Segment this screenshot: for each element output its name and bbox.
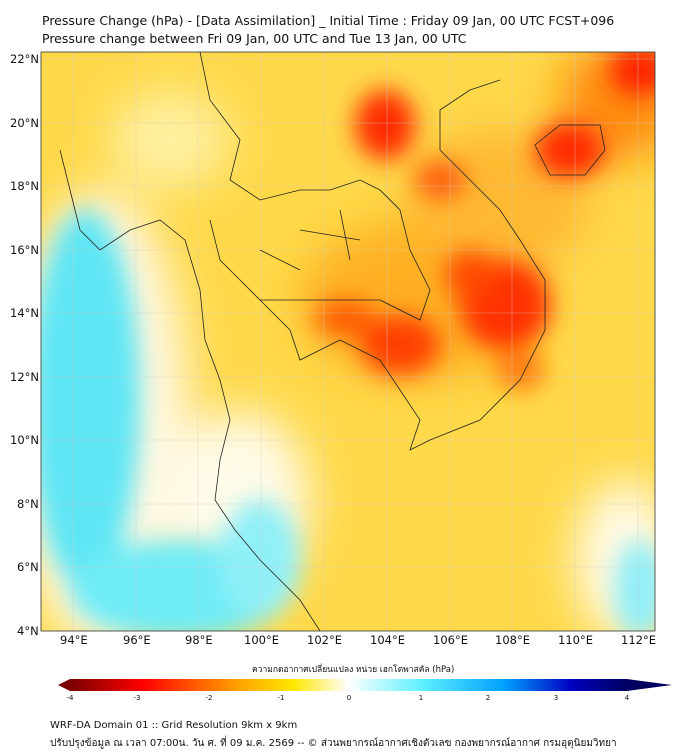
map-frame	[40, 51, 656, 632]
map-title: Pressure Change (hPa) - [Data Assimilati…	[42, 13, 615, 28]
lat-label: 8°N	[17, 497, 39, 511]
colorbar-tick: 2	[485, 694, 491, 702]
footer-credit: ปรับปรุงข้อมูล ณ เวลา 07:00น. วัน ศ. ที่…	[50, 738, 617, 749]
lat-label: 12°N	[10, 370, 39, 384]
lon-label: 104°E	[370, 633, 405, 647]
lon-label: 108°E	[495, 633, 530, 647]
lon-label: 100°E	[244, 633, 279, 647]
pressure-field	[41, 52, 655, 631]
coastlines-borders	[59, 52, 606, 631]
lat-label: 6°N	[17, 560, 39, 574]
lon-label: 94°E	[60, 633, 88, 647]
gridlines	[41, 52, 655, 631]
lon-label: 112°E	[621, 633, 656, 647]
colorbar-tick: -4	[66, 694, 74, 702]
footer-model-info: WRF-DA Domain 01 :: Grid Resolution 9km …	[50, 720, 298, 731]
lat-label: 4°N	[17, 624, 39, 638]
lat-label: 16°N	[10, 243, 39, 257]
lat-label: 14°N	[10, 306, 39, 320]
lat-label: 20°N	[10, 116, 39, 130]
colorbar-label: ความกดอากาศเปลี่ยนแปลง หน่วย เฮกโตพาสคัล…	[252, 665, 455, 675]
colorbar	[58, 679, 672, 691]
map-subtitle: Pressure change between Fri 09 Jan, 00 U…	[42, 31, 467, 46]
lat-label: 22°N	[10, 52, 39, 66]
lon-label: 102°E	[307, 633, 342, 647]
lat-label: 18°N	[10, 179, 39, 193]
colorbar-tick: -2	[205, 694, 213, 702]
colorbar-tick: 0	[346, 694, 352, 702]
lon-label: 98°E	[185, 633, 213, 647]
colorbar-tick: 3	[553, 694, 559, 702]
lon-label: 96°E	[123, 633, 151, 647]
colorbar-tick: 1	[418, 694, 424, 702]
lon-label: 110°E	[558, 633, 593, 647]
lat-label: 10°N	[10, 433, 39, 447]
colorbar-tick: -1	[277, 694, 285, 702]
lon-label: 106°E	[433, 633, 468, 647]
colorbar-tick: -3	[133, 694, 141, 702]
colorbar-tick: 4	[624, 694, 630, 702]
